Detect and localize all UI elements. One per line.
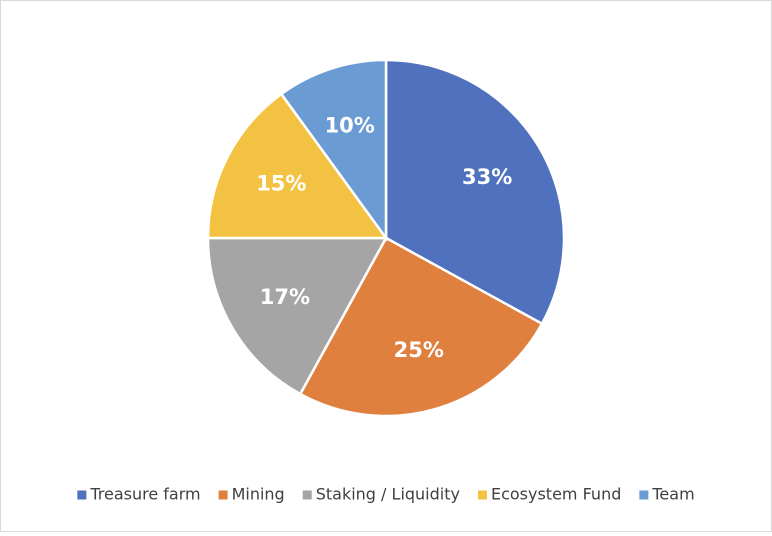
pie-slice [384,58,566,326]
legend-label: Ecosystem Fund [491,485,621,504]
pie-slice [279,58,388,242]
pie-slice [206,92,389,240]
legend-swatch [77,490,87,500]
data-label: 15% [256,172,306,196]
legend-label: Treasure farm [89,485,200,504]
data-label: 10% [325,113,375,137]
pie-slice [206,236,389,396]
legend-label: Mining [232,485,285,504]
legend-swatch [639,490,649,500]
legend-swatch [477,490,487,500]
data-label: 33% [462,165,512,189]
legend-label: Staking / Liquidity [316,485,460,504]
data-label: 25% [394,338,444,362]
legend-swatch [218,490,228,500]
data-label: 17% [260,285,310,309]
pie-slice [298,236,544,418]
legend-label: Team [651,485,694,504]
legend-swatch [302,490,312,500]
